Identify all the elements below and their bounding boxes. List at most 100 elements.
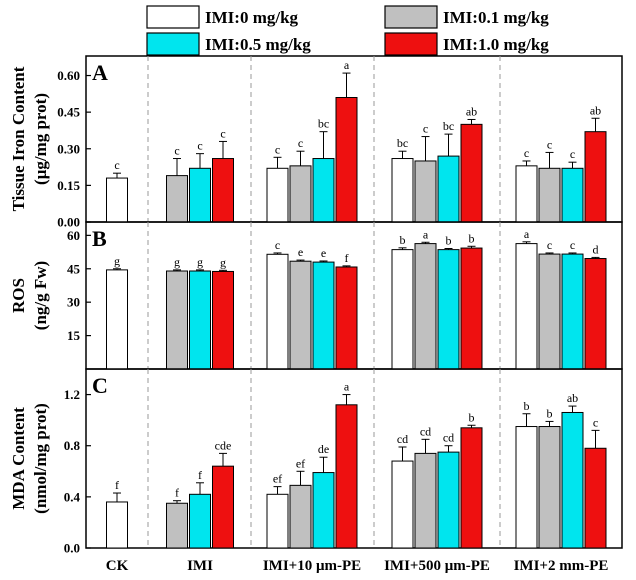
panel-label: A (92, 60, 108, 85)
bar (584, 447, 607, 549)
bar (312, 158, 335, 223)
bar (335, 97, 358, 223)
bar (266, 493, 289, 549)
bar (538, 253, 561, 370)
bar (189, 167, 211, 223)
significance-letter: c (593, 415, 598, 429)
bar (189, 493, 211, 549)
significance-letter: g (174, 255, 180, 269)
bar (166, 175, 188, 223)
significance-letter: f (345, 251, 349, 265)
legend-swatch (384, 5, 438, 29)
significance-letter: cd (397, 432, 408, 446)
x-category-label: IMI+10 μm-PE (263, 558, 361, 574)
x-category-label: IMI+2 mm-PE (514, 558, 609, 574)
bar (266, 253, 289, 370)
bar (106, 177, 128, 223)
bar (312, 261, 335, 370)
bar (335, 404, 358, 549)
bar (515, 165, 538, 223)
bar (538, 167, 561, 223)
bar (561, 411, 584, 549)
y-tick-label: 0.60 (57, 68, 80, 83)
bar (460, 123, 483, 223)
significance-letter: ab (567, 391, 578, 405)
bar (212, 270, 234, 370)
legend-label: IMI:0 mg/kg (205, 8, 299, 27)
x-category-label: CK (106, 558, 129, 574)
significance-letter: de (318, 442, 329, 456)
legend-item: IMI:0.5 mg/kg (146, 32, 311, 56)
significance-letter: c (547, 238, 552, 252)
significance-letter: b (400, 233, 406, 247)
bar (437, 155, 460, 223)
y-tick-label: 0.15 (57, 178, 80, 193)
significance-letter: c (547, 137, 552, 151)
bar (515, 426, 538, 549)
significance-letter: a (344, 58, 350, 72)
significance-letter: c (174, 144, 179, 158)
bar (212, 465, 234, 549)
significance-letter: ef (296, 456, 305, 470)
bar (561, 167, 584, 223)
significance-letter: c (275, 142, 280, 156)
legend-label: IMI:1.0 mg/kg (443, 35, 549, 54)
significance-letter: bc (443, 119, 454, 133)
significance-letter: ab (590, 103, 601, 117)
bar (538, 426, 561, 549)
bar (189, 270, 211, 370)
legend-label: IMI:0.1 mg/kg (443, 8, 549, 27)
legend-item: IMI:0 mg/kg (146, 5, 299, 29)
x-axis-labels: CK IMI IMI+10 μm-PE IMI+500 μm-PE IMI+2 mm-P… (106, 558, 609, 574)
y-axis-label: ROS (9, 278, 28, 313)
significance-letter: c (275, 238, 280, 252)
bar (437, 249, 460, 370)
bar (391, 460, 414, 549)
significance-letter: b (547, 406, 553, 420)
y-tick-label: 60 (67, 228, 80, 243)
legend-swatch (384, 32, 438, 56)
significance-letter: c (197, 139, 202, 153)
significance-letter: ef (273, 472, 282, 486)
significance-letter: a (524, 227, 530, 241)
bar (106, 501, 128, 549)
y-tick-label: 0.45 (57, 105, 80, 120)
significance-letter: g (197, 255, 203, 269)
significance-letter: b (524, 399, 530, 413)
y-axis-unit: (ng/g Fw) (31, 261, 50, 330)
significance-letter: e (298, 245, 303, 259)
significance-letter: ab (466, 104, 477, 118)
bar (414, 243, 437, 370)
y-axis-label: MDA Content (9, 407, 28, 510)
significance-letter: bc (397, 136, 408, 150)
significance-letter: cd (420, 424, 431, 438)
bar (391, 158, 414, 223)
significance-letter: c (570, 147, 575, 161)
y-tick-label: 0.0 (64, 541, 80, 556)
bar (414, 452, 437, 549)
significance-letter: d (593, 242, 599, 256)
bar (414, 160, 437, 223)
significance-letter: b (469, 410, 475, 424)
panel-label: C (92, 373, 108, 398)
bar (312, 472, 335, 549)
bar (166, 270, 188, 370)
bar (212, 158, 234, 223)
significance-letter: c (570, 238, 575, 252)
significance-letter: a (344, 380, 350, 394)
y-tick-label: 15 (67, 328, 81, 343)
bar (106, 269, 128, 370)
significance-letter: cd (443, 431, 454, 445)
significance-letter: g (114, 254, 120, 268)
bar (289, 260, 312, 370)
bar (166, 502, 188, 549)
y-axis-label: Tissue Iron Content (9, 66, 28, 211)
bar (289, 484, 312, 549)
significance-letter: g (220, 255, 226, 269)
x-category-label: IMI+500 μm-PE (384, 558, 490, 574)
y-tick-label: 0.8 (64, 438, 81, 453)
panel-label: B (92, 226, 107, 251)
bar (584, 131, 607, 223)
